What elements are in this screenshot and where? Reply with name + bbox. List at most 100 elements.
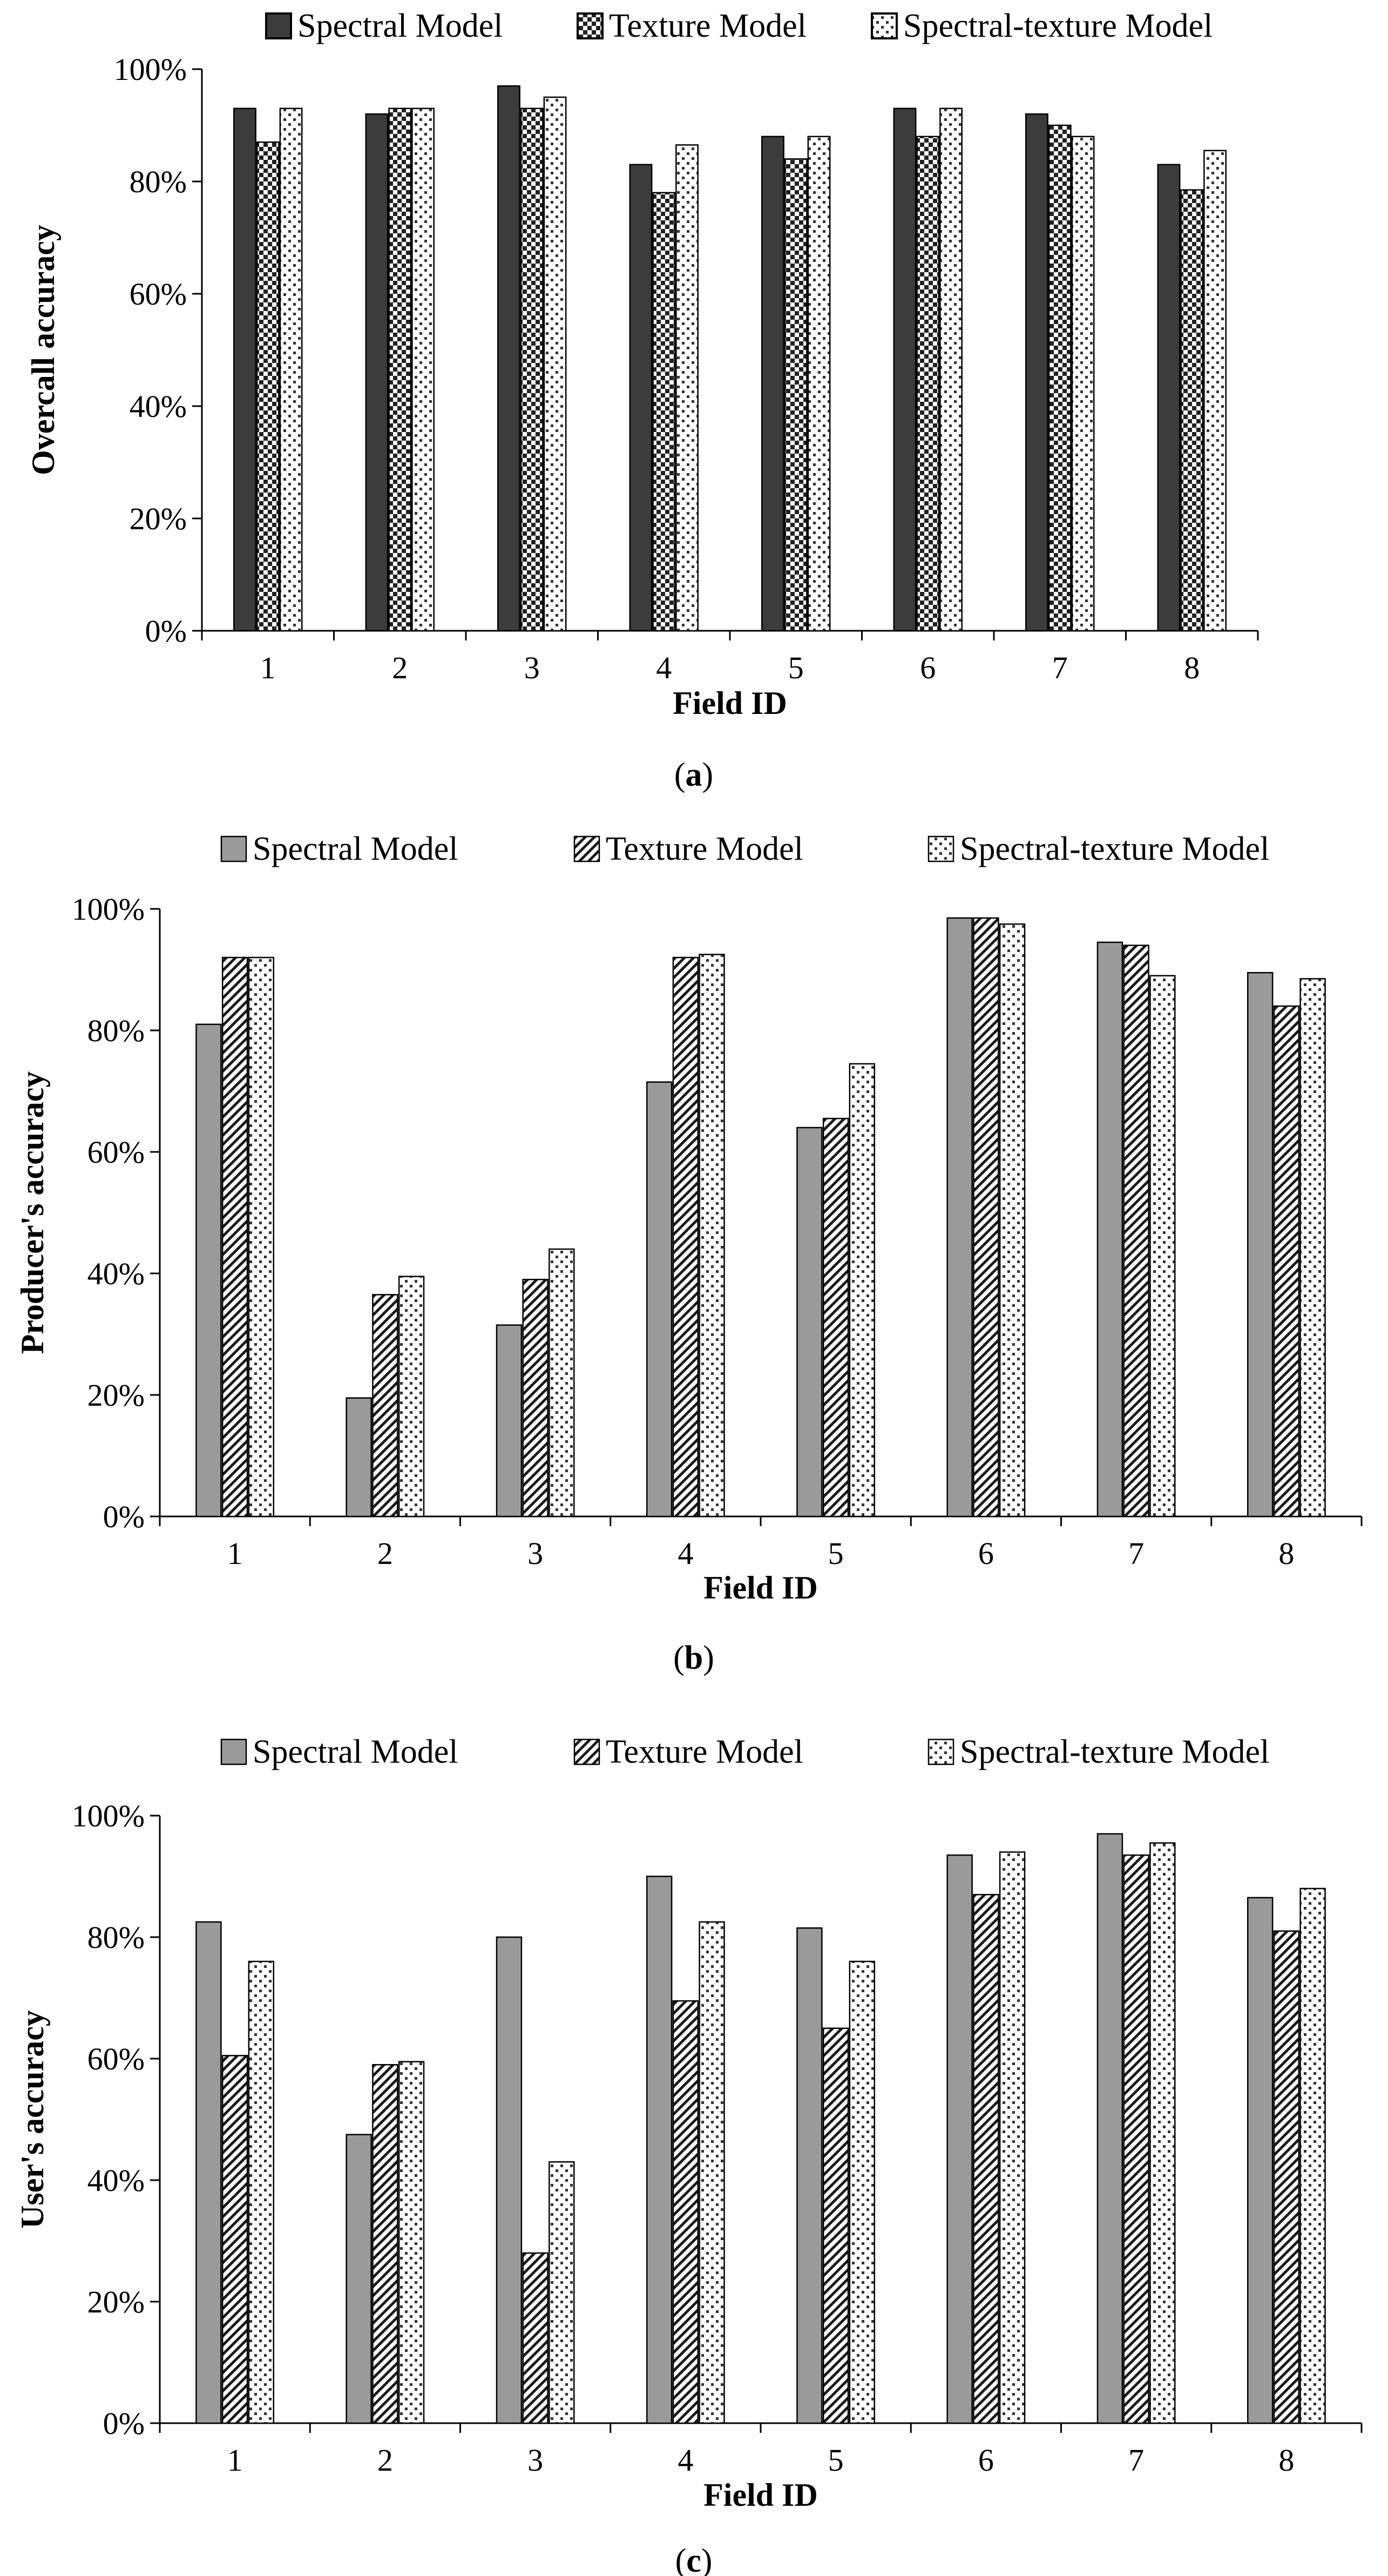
- bar-spectral-texture-field-3: [549, 2161, 575, 2424]
- x-tick-label: 3: [527, 2443, 543, 2478]
- y-tick-label: 60%: [130, 277, 187, 312]
- y-tick-label: 0%: [145, 613, 187, 649]
- bar-spectral-field-8: [1157, 164, 1181, 632]
- legend-label-1: Spectral Model: [253, 831, 458, 867]
- bar-texture-field-3: [522, 2252, 549, 2424]
- y-tick-label: 40%: [87, 1256, 145, 1291]
- bar-texture-field-2: [388, 107, 412, 632]
- x-tick-label: 3: [527, 1536, 543, 1571]
- bar-texture-field-6: [973, 1894, 999, 2424]
- bar-texture-field-4: [672, 2000, 699, 2424]
- bar-spectral-texture-field-4: [699, 954, 725, 1518]
- chart-panel-a: 0% 20% 40% 60% 80% 100% 1 2 3 4 5 6 7 8 Overcall accur…: [25, 8, 1259, 793]
- y-tick-label: 80%: [130, 164, 187, 199]
- bar-texture-field-7: [1123, 1854, 1149, 2424]
- bar-texture-field-3: [520, 107, 544, 632]
- x-tick-label: 1: [227, 1536, 243, 1571]
- x-tick-label: 6: [978, 2443, 994, 2478]
- bar-texture-field-5: [822, 1117, 849, 1518]
- bar-spectral-field-8: [1247, 972, 1274, 1518]
- y-tick-label: 80%: [87, 1920, 145, 1955]
- x-axis-title: Field ID: [703, 1570, 818, 1606]
- bar-spectral-texture-field-1: [248, 1960, 275, 2424]
- legend-swatch-2: [573, 835, 600, 862]
- y-tick-label: 40%: [87, 2163, 145, 2198]
- x-tick-label: 2: [377, 2443, 393, 2478]
- bar-texture-field-8: [1273, 1930, 1300, 2424]
- x-tick-label: 3: [524, 650, 540, 685]
- bar-spectral-field-3: [496, 1324, 523, 1518]
- legend-label-3: Spectral-texture Model: [960, 831, 1269, 867]
- x-tick-label: 8: [1278, 1536, 1294, 1571]
- bar-spectral-texture-field-1: [248, 956, 275, 1518]
- x-tick-label: 4: [678, 1536, 693, 1571]
- x-axis-title: Field ID: [703, 2477, 818, 2513]
- bar-spectral-field-1: [233, 107, 256, 632]
- chart-panel-c: 0% 20% 40% 60% 80% 100% 1 2 3 4 5 6 7 8 User's accurac…: [15, 1734, 1363, 2576]
- legend-swatch-3: [871, 12, 898, 39]
- bar-texture-field-1: [221, 956, 248, 1518]
- y-axis-title: Producer's accuracy: [15, 1071, 50, 1354]
- y-tick-label: 0%: [103, 2406, 145, 2441]
- bar-texture-field-3: [522, 1279, 549, 1518]
- bar-spectral-texture-field-4: [699, 1921, 725, 2424]
- bar-texture-field-2: [372, 1294, 398, 1518]
- legend-label-2: Texture Model: [609, 8, 807, 44]
- bar-spectral-texture-field-6: [939, 107, 963, 632]
- y-tick-label: 100%: [114, 52, 187, 87]
- y-tick-label: 60%: [87, 1135, 145, 1170]
- legend-swatch-1: [220, 1738, 247, 1765]
- x-tick-label: 4: [678, 2443, 693, 2478]
- y-tick-label: 100%: [72, 892, 145, 927]
- bar-spectral-texture-field-6: [999, 1851, 1026, 2424]
- bar-spectral-field-4: [646, 1081, 673, 1518]
- bar-spectral-texture-field-7: [1149, 975, 1176, 1518]
- x-tick-label: 5: [788, 650, 804, 685]
- bar-spectral-field-7: [1096, 1833, 1123, 2424]
- bar-spectral-field-2: [365, 113, 389, 632]
- bar-spectral-field-3: [497, 85, 520, 632]
- bar-spectral-field-1: [195, 1921, 222, 2424]
- bar-texture-field-7: [1048, 124, 1072, 632]
- bar-spectral-texture-field-5: [849, 1960, 876, 2424]
- panel-caption: (a): [674, 757, 713, 793]
- panel-caption: (c): [675, 2543, 713, 2576]
- bar-spectral-field-2: [346, 2134, 372, 2424]
- x-tick-label: 5: [828, 2443, 844, 2478]
- x-tick-label: 8: [1278, 2443, 1294, 2478]
- bar-texture-field-5: [784, 158, 808, 632]
- legend-swatch-3: [927, 835, 954, 862]
- bar-spectral-texture-field-3: [549, 1248, 575, 1518]
- bar-spectral-texture-field-2: [398, 1276, 425, 1518]
- bar-spectral-field-7: [1025, 113, 1048, 632]
- y-tick-label: 20%: [87, 1378, 145, 1413]
- legend-label-3: Spectral-texture Model: [903, 8, 1213, 44]
- x-tick-label: 7: [1128, 1536, 1144, 1571]
- bar-spectral-field-5: [761, 136, 784, 632]
- y-tick-label: 40%: [130, 389, 187, 424]
- legend-swatch-2: [573, 1738, 600, 1765]
- bar-spectral-field-6: [946, 1854, 973, 2424]
- bar-texture-field-8: [1273, 1005, 1300, 1518]
- bar-spectral-texture-field-5: [849, 1063, 876, 1518]
- legend: Spectral Model Texture Model Spectral-text…: [265, 8, 1213, 44]
- x-tick-label: 5: [828, 1536, 844, 1571]
- bar-spectral-texture-field-2: [411, 107, 435, 632]
- bar-texture-field-4: [652, 192, 676, 632]
- x-tick-label: 2: [392, 650, 408, 685]
- legend-label-2: Texture Model: [606, 831, 803, 867]
- y-tick-label: 100%: [72, 1798, 145, 1833]
- bar-texture-field-8: [1180, 189, 1204, 632]
- bar-spectral-field-1: [195, 1023, 222, 1518]
- bar-spectral-field-8: [1247, 1897, 1274, 2424]
- bar-texture-field-5: [822, 2027, 849, 2424]
- x-tick-label: 6: [978, 1536, 994, 1571]
- x-tick-label: 1: [227, 2443, 243, 2478]
- x-tick-label: 1: [260, 650, 276, 685]
- panel-caption: (b): [673, 1640, 714, 1676]
- legend-label-1: Spectral Model: [253, 1734, 458, 1770]
- bar-spectral-field-6: [946, 917, 973, 1518]
- bar-texture-field-1: [256, 141, 280, 632]
- bar-spectral-texture-field-8: [1203, 150, 1227, 632]
- y-tick-label: 60%: [87, 2041, 145, 2076]
